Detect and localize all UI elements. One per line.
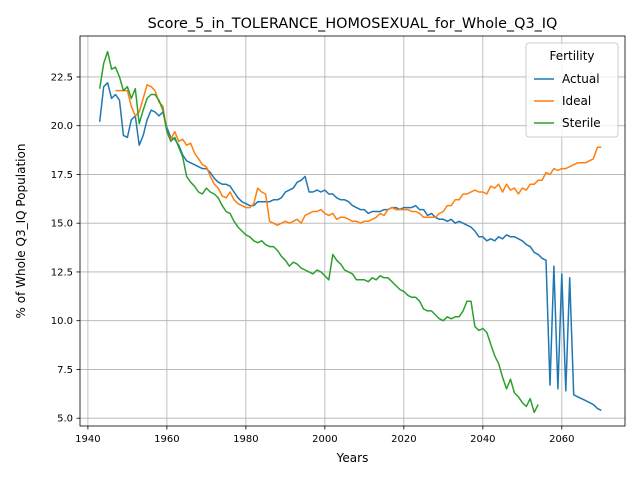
x-axis-ticks: 1940 1960 1980 2000 2020 2040 2060: [75, 426, 575, 445]
legend: Fertility Actual Ideal Sterile: [525, 42, 619, 138]
x-tick-label: 1960: [154, 434, 179, 445]
x-tick-label: 2000: [312, 434, 337, 445]
plot-series: [98, 50, 602, 414]
legend-label-actual: Actual: [562, 72, 600, 86]
y-tick-label: 20.0: [51, 121, 73, 132]
y-tick-label: 7.5: [57, 365, 73, 376]
y-tick-label: 17.5: [51, 170, 73, 181]
plot-frame: [79, 35, 626, 427]
legend-title: Fertility: [549, 49, 594, 63]
y-tick-label: 22.5: [51, 72, 73, 83]
y-axis-label: % of Whole Q3_IQ Population: [14, 144, 28, 319]
legend-box: [525, 42, 619, 138]
x-tick-label: 1980: [233, 434, 258, 445]
x-tick-label: 1940: [75, 434, 100, 445]
series-line-actual: [98, 82, 602, 412]
legend-label-sterile: Sterile: [562, 116, 601, 130]
x-tick-label: 2040: [470, 434, 495, 445]
y-axis-ticks: 5.0 7.5 10.0 12.5 15.0 17.5 20.0 22.5: [51, 72, 80, 425]
y-tick-label: 12.5: [51, 267, 73, 278]
legend-items: Actual Ideal Sterile: [534, 72, 601, 130]
legend-label-ideal: Ideal: [562, 94, 591, 108]
chart-title: Score_5_in_TOLERANCE_HOMOSEXUAL_for_Whol…: [148, 16, 558, 32]
series-line-ideal: [115, 84, 602, 226]
x-tick-label: 2060: [549, 434, 574, 445]
y-tick-label: 15.0: [51, 219, 73, 230]
x-axis-label: Years: [336, 451, 369, 465]
y-tick-label: 5.0: [57, 414, 73, 425]
y-tick-label: 10.0: [51, 316, 73, 327]
x-tick-label: 2020: [391, 434, 416, 445]
series-line-sterile: [98, 50, 539, 414]
